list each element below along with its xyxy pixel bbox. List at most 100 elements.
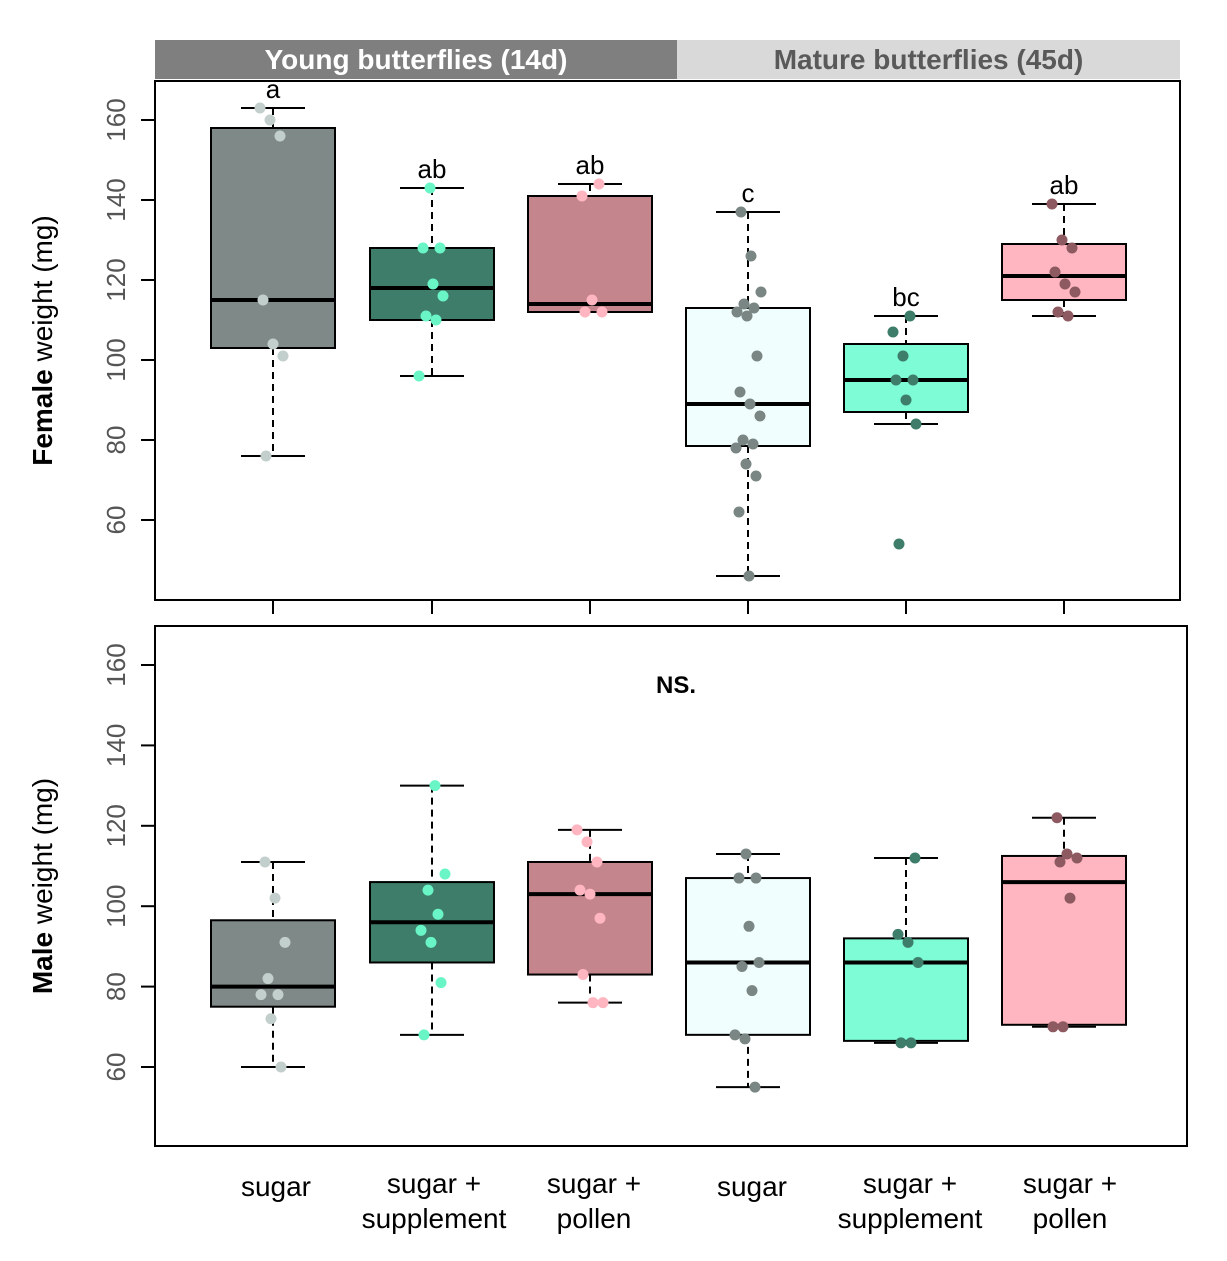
data-point [755,286,767,298]
y-axis-label-unit: weight (mg) [27,778,58,932]
data-point [1069,286,1081,298]
data-point [905,1037,917,1049]
data-point [743,570,755,582]
data-point [435,977,447,989]
box-body [685,877,811,1036]
data-point [591,856,603,868]
data-point [437,290,449,302]
y-tick-label: 100 [101,338,131,381]
data-point [745,250,757,262]
data-point [267,338,279,350]
data-point [593,178,605,190]
y-tick-label: 60 [101,1053,131,1082]
data-point [275,1061,287,1073]
data-point [741,310,753,322]
data-point [731,306,743,318]
data-point [1062,310,1074,322]
data-point [576,190,588,202]
data-point [749,1081,761,1093]
facet-strip-label: Mature butterflies (45d) [774,44,1084,75]
y-tick-label: 160 [101,643,131,686]
data-point [429,780,441,792]
facet-strip-bg [155,40,677,79]
facet-strip-bg [677,40,1180,79]
data-point [748,302,760,314]
category-label-line: sugar + [1023,1168,1117,1199]
data-point [902,936,914,948]
data-point [427,278,439,290]
data-point [274,130,286,142]
y-tick-label: 120 [101,258,131,301]
data-point [736,961,748,972]
box-6 [1001,198,1127,322]
data-point [279,936,291,948]
y-axis-label: Male weight (mg) [27,778,58,994]
facet-strip-label: Young butterflies (14d) [265,44,568,75]
significance-letter: bc [892,282,919,312]
box-3 [527,824,653,1009]
data-point [254,102,266,114]
data-point [730,442,742,454]
data-point [750,872,762,884]
data-point [277,350,289,362]
box-body [685,307,811,447]
data-point [751,350,763,362]
female-panel: 60 80 100 120 140 160 Female weight (mg) a ab ab c… [27,74,1181,614]
data-point [587,997,599,1009]
facet-strip: Mature butterflies (45d) [677,40,1180,79]
data-point [413,370,425,382]
box-2 [369,182,495,382]
y-tick-label: 120 [101,804,131,847]
data-point [1056,234,1068,246]
data-point [1064,892,1076,904]
category-label-line: supplement [838,1203,983,1234]
data-point [734,386,746,398]
data-point [594,912,606,924]
data-point [740,848,752,860]
data-point [269,892,281,904]
data-point [746,985,758,997]
data-point [434,242,446,254]
data-point [909,852,921,864]
data-point [738,298,750,310]
data-point [1061,848,1073,860]
data-point [733,872,745,884]
data-point [735,206,747,218]
data-point [264,114,276,126]
data-point [417,242,429,254]
category-label: sugar + supplement [838,1168,983,1234]
data-point [439,868,451,880]
plot-frame [154,80,1181,601]
y-tick-label: 160 [101,98,131,141]
category-label-line: supplement [362,1203,507,1234]
data-point [260,450,272,462]
category-label-line: sugar [241,1171,311,1202]
box-4 [685,848,811,1093]
box-1 [210,102,336,462]
facet-strip: Young butterflies (14d) [155,40,677,79]
data-point [737,434,749,446]
data-point [744,398,756,410]
data-point [733,506,745,518]
data-point [584,888,596,900]
data-point [1057,1021,1069,1033]
data-point [1047,1021,1059,1033]
significance-letter: ab [1050,170,1079,200]
data-point [424,182,436,194]
data-point [893,538,905,550]
data-point [571,824,583,836]
data-point [739,1033,751,1045]
data-point [740,458,752,470]
category-label-line: sugar + [387,1168,481,1199]
y-axis-label-bold: Male [27,932,58,994]
box-body [527,860,653,976]
data-point [415,924,427,936]
data-point [1071,852,1083,864]
category-label: sugar [717,1171,787,1202]
box-4 [685,206,811,582]
data-point [425,936,437,948]
data-point [890,374,902,386]
data-point [432,908,444,920]
y-tick-label: 140 [101,724,131,767]
